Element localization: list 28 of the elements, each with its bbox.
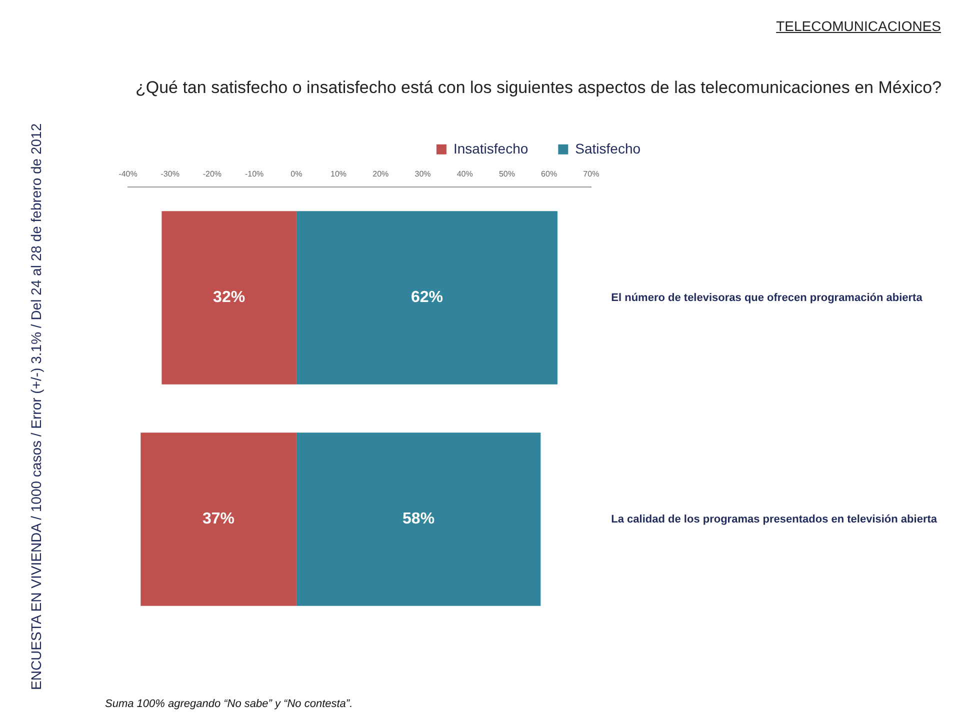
data-label: 37% xyxy=(202,510,235,528)
legend-label: Insatisfecho xyxy=(453,140,528,156)
text: ENCUESTA EN VIVIENDA / 1000 casos / Error (+/-) 3.1% / Del 24 al 28 de febrero de 2012 xyxy=(28,123,44,690)
x-tick-label: -40% xyxy=(118,169,138,178)
x-tick-label: 30% xyxy=(414,169,431,178)
bar xyxy=(162,211,296,384)
text: TELECOMUNICACIONES xyxy=(776,18,941,34)
x-tick-label: 50% xyxy=(498,169,515,178)
x-tick-label: 10% xyxy=(330,169,347,178)
x-tick-label: -20% xyxy=(202,169,222,178)
data-label: 62% xyxy=(410,289,443,306)
y-tick-label: El número de televisoras que ofrecen programación abierta xyxy=(611,292,924,304)
x-tick-label: 60% xyxy=(541,169,558,178)
x-tick-label: 40% xyxy=(456,169,473,178)
bar xyxy=(140,432,296,606)
chart-title: ¿Qué tan satisfecho o insatisfecho está con los siguientes aspectos de las telecomunicaciones en México? xyxy=(135,78,942,97)
text: Suma 100% agregando “No sabe” y “No contesta”. xyxy=(105,698,353,710)
legend-label: Satisfecho xyxy=(575,140,641,156)
x-tick-label: -10% xyxy=(244,169,264,178)
data-label: 32% xyxy=(213,289,246,306)
x-tick-label: -30% xyxy=(160,169,180,178)
y-tick-label: La calidad de los programas presentados en televisión abierta xyxy=(611,513,938,526)
bar xyxy=(296,211,558,384)
data-label: 58% xyxy=(402,510,435,528)
x-tick-label: 20% xyxy=(372,169,389,178)
x-tick-label: 0% xyxy=(290,169,302,178)
x-tick-label: 70% xyxy=(583,169,600,178)
bar xyxy=(296,432,541,606)
